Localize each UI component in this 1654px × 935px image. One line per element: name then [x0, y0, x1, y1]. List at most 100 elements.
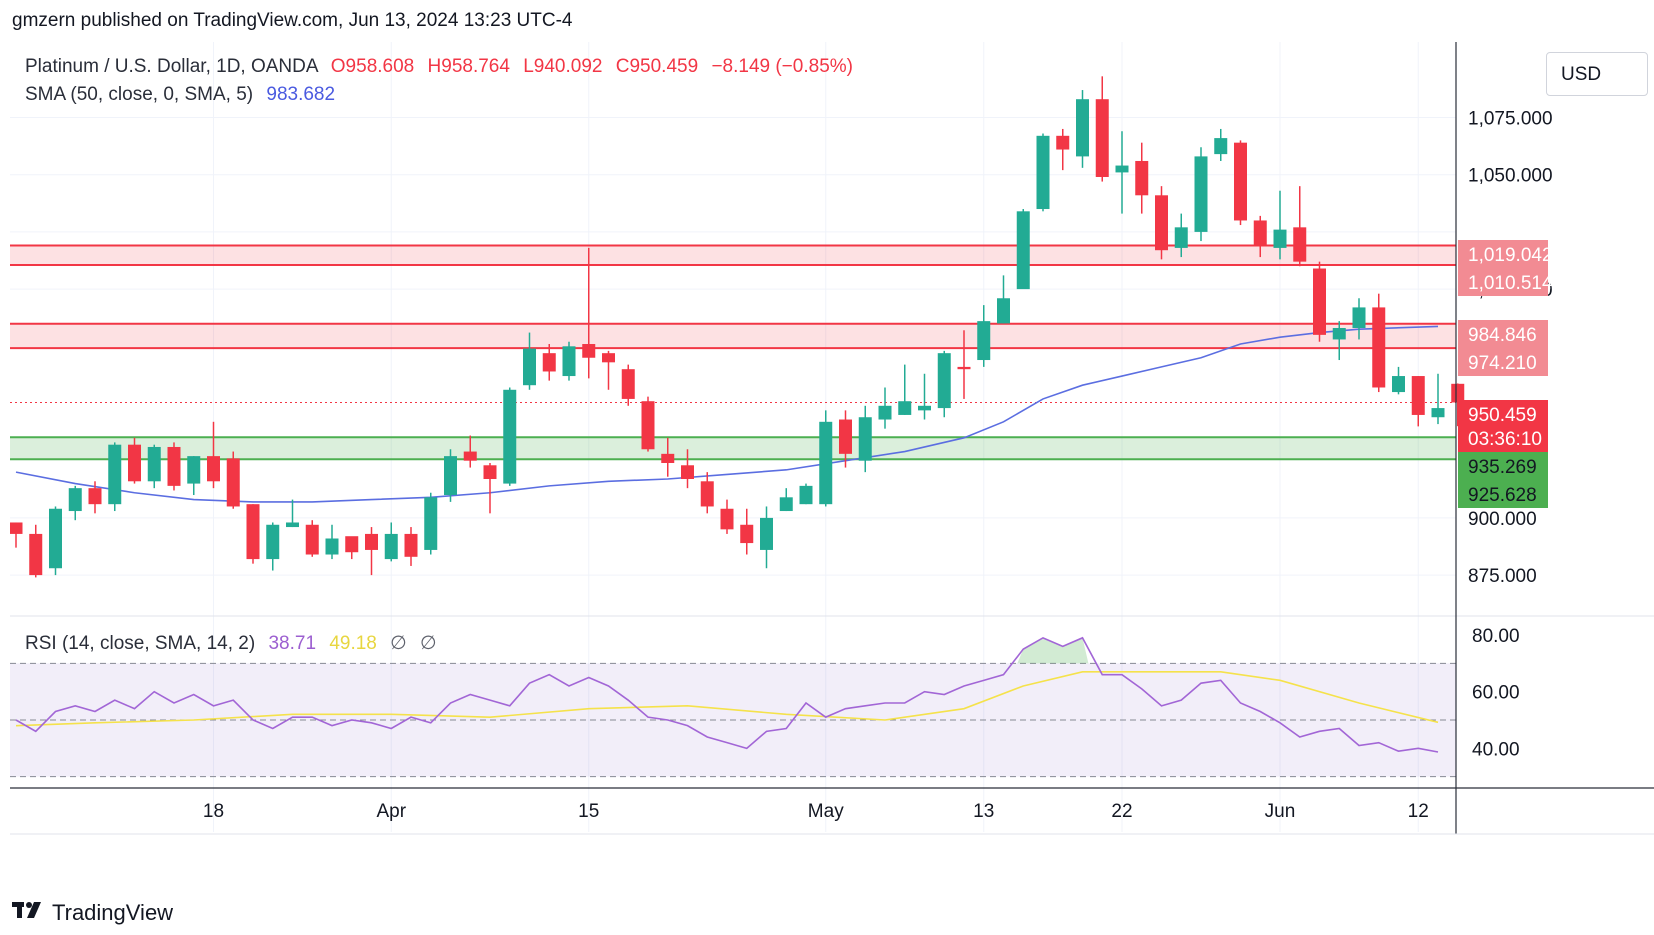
- candle: [29, 524, 43, 578]
- candle-body: [1095, 99, 1109, 177]
- legend-rsi-value: 38.71: [268, 633, 317, 654]
- price-axis-tag: 984.846: [1458, 320, 1548, 348]
- price-axis-tag-text: 950.459: [1468, 405, 1537, 426]
- candle: [582, 247, 596, 379]
- candle: [305, 520, 319, 557]
- candle-body: [1234, 142, 1247, 221]
- candle-body: [937, 353, 951, 409]
- candle: [1214, 128, 1228, 161]
- candle: [740, 508, 754, 555]
- legend-close: C950.459: [615, 56, 699, 77]
- candle: [1372, 293, 1386, 393]
- rsi-tick-label: 80.00: [1472, 626, 1520, 647]
- rsi-overbought-fill: [1017, 637, 1089, 664]
- candle: [68, 485, 82, 521]
- legend-rsi-sma-value: 49.18: [329, 633, 377, 654]
- candle-body: [483, 465, 497, 480]
- price-axis-tag-bg: [1458, 480, 1548, 508]
- candle-body: [799, 485, 813, 505]
- time-tick-label: 13: [973, 801, 994, 822]
- candle-body: [997, 298, 1010, 324]
- candle: [681, 449, 694, 489]
- candle-body: [167, 446, 181, 486]
- publisher-line: gmzern published on TradingView.com, Jun…: [12, 10, 573, 31]
- candle-body: [819, 421, 833, 505]
- price-axis-tag: 1,010.514: [1458, 268, 1553, 296]
- price-axis-tag-bg: [1458, 452, 1548, 480]
- candle: [1135, 142, 1149, 214]
- price-axis-tag-bg: [1458, 348, 1548, 376]
- footer-brand[interactable]: TradingView: [12, 900, 173, 926]
- candle: [1431, 373, 1445, 425]
- candle-body: [147, 446, 161, 482]
- price-axis-tag-bg: [1458, 400, 1548, 428]
- candle: [720, 499, 734, 534]
- candle: [997, 275, 1010, 324]
- price-tick-label: 1,050.000: [1468, 166, 1553, 187]
- candle-body: [542, 353, 556, 372]
- price-axis-tag: 950.459: [1458, 400, 1548, 428]
- candle-body: [1036, 135, 1050, 210]
- candle: [1273, 190, 1287, 260]
- time-tick-label: Apr: [376, 801, 406, 822]
- candle-body: [1076, 99, 1089, 157]
- candle: [424, 492, 438, 555]
- price-axis-tag-bg: [1458, 320, 1548, 348]
- price-axis-tag: 1,019.042: [1458, 240, 1553, 268]
- candle: [858, 405, 872, 473]
- candle: [819, 410, 833, 507]
- candle-body: [602, 353, 615, 363]
- candle-body: [1392, 376, 1405, 393]
- time-tick-label: May: [808, 801, 844, 822]
- candle: [562, 341, 576, 381]
- legend-rsi-extra1: ∅: [390, 633, 407, 654]
- tradingview-logo-icon: [12, 900, 46, 926]
- candle-body: [1313, 268, 1326, 335]
- candle-body: [108, 444, 122, 505]
- candle-body: [384, 533, 398, 560]
- support-zone: [10, 437, 1456, 460]
- candle: [1332, 321, 1346, 361]
- time-tick-label: 12: [1408, 801, 1429, 822]
- candle: [523, 332, 536, 390]
- legend-rsi: RSI (14, close, SMA, 14, 2) 38.71 49.18 …: [25, 632, 437, 655]
- candle: [661, 437, 675, 477]
- candle-body: [1273, 229, 1287, 248]
- candle-body: [918, 405, 931, 411]
- candle: [246, 504, 260, 564]
- candle-body: [266, 524, 280, 560]
- candle: [384, 522, 398, 562]
- candle-body: [29, 533, 43, 576]
- candle: [1253, 215, 1267, 258]
- price-axis-tag: 925.628: [1458, 480, 1548, 508]
- candle-body: [10, 522, 23, 534]
- candle: [207, 421, 220, 489]
- candle: [918, 373, 931, 420]
- candle: [878, 387, 892, 429]
- chart-frame[interactable]: 1,075.0001,050.0001,000.000900.000875.00…: [10, 42, 1654, 880]
- candle-body: [503, 389, 517, 484]
- candle: [88, 481, 102, 514]
- price-axis-tag: 03:36:10: [1458, 424, 1548, 452]
- candle: [621, 364, 635, 406]
- candle-body: [345, 536, 359, 553]
- candle: [128, 437, 141, 484]
- candle-body: [641, 401, 655, 450]
- price-axis-tag-text: 1,010.514: [1468, 273, 1553, 294]
- candle-body: [1214, 138, 1228, 155]
- candle-body: [1431, 408, 1445, 418]
- currency-selector[interactable]: USD: [1546, 52, 1648, 96]
- candle-body: [365, 533, 378, 550]
- candle: [977, 305, 991, 367]
- candle: [1174, 213, 1188, 258]
- candle-body: [1155, 195, 1168, 251]
- rsi-tick-label: 40.00: [1472, 739, 1520, 760]
- price-axis-tag-text: 935.269: [1468, 457, 1537, 478]
- candle: [1313, 261, 1326, 342]
- candle-body: [661, 453, 675, 463]
- time-tick-label: 15: [578, 801, 599, 822]
- candle-body: [128, 444, 141, 482]
- candle: [286, 499, 299, 528]
- candle-body: [839, 419, 852, 454]
- chart-canvas[interactable]: 1,075.0001,050.0001,000.000900.000875.00…: [10, 42, 1654, 880]
